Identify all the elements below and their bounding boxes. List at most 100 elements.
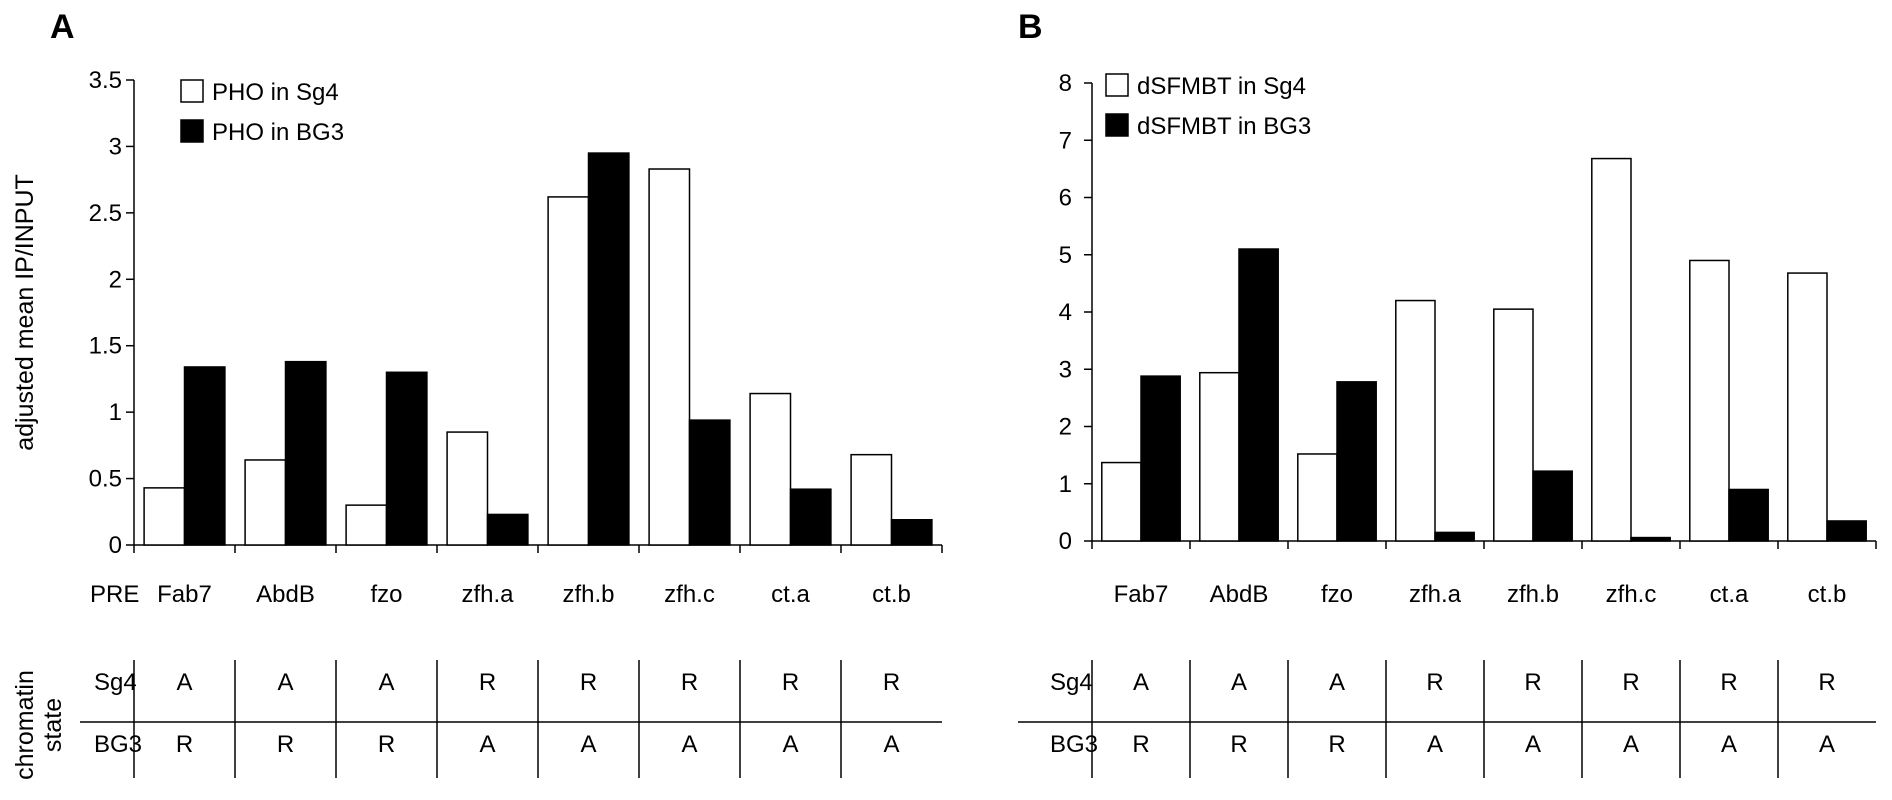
y-tick-label: 8 <box>1059 70 1072 97</box>
bar-bg3-Fab7 <box>1140 375 1181 542</box>
category-label: ct.a <box>1710 581 1749 608</box>
category-label: zfh.c <box>664 581 715 608</box>
bar-bg3-AbdB <box>1238 248 1279 542</box>
chromatin-state-cell: R <box>277 731 294 758</box>
bar-bg3-AbdB <box>284 360 327 546</box>
legend-label: dSFMBT in Sg4 <box>1137 73 1306 100</box>
y-tick-label: 6 <box>1059 185 1072 212</box>
y-tick-label: 2.5 <box>89 200 122 227</box>
chromatin-state-cell: R <box>1230 731 1247 758</box>
y-tick-label: 1 <box>109 399 122 426</box>
chromatin-state-cell: A <box>1427 731 1443 758</box>
category-label: AbdB <box>256 581 315 608</box>
category-label: zfh.a <box>1409 581 1462 608</box>
chromatin-state-cell: R <box>782 669 799 696</box>
panel-letter-b: B <box>1018 8 1043 46</box>
chromatin-state-label: state <box>39 698 67 752</box>
y-tick-label: 5 <box>1059 242 1072 269</box>
chromatin-state-cell: R <box>883 669 900 696</box>
category-label: fzo <box>1321 581 1353 608</box>
category-label: Fab7 <box>1114 581 1169 608</box>
category-label: Fab7 <box>157 581 212 608</box>
x-axis-label: PRE <box>90 581 139 608</box>
chromatin-row-header: Sg4 <box>94 669 137 696</box>
chromatin-state-cell: R <box>580 669 597 696</box>
category-label: fzo <box>370 581 402 608</box>
y-tick-label: 0 <box>1059 528 1072 555</box>
chromatin-state-cell: R <box>1426 669 1443 696</box>
category-label: zfh.b <box>562 581 614 608</box>
y-tick-label: 3.5 <box>89 67 122 94</box>
chromatin-state-cell: A <box>1231 669 1247 696</box>
bar-bg3-Fab7 <box>183 366 226 546</box>
bar-bg3-ct.a <box>789 488 832 546</box>
bar-sg4-ct.a <box>749 392 792 546</box>
bar-sg4-zfh.a <box>446 431 489 546</box>
bar-sg4-fzo <box>345 504 388 546</box>
chromatin-state-cell: A <box>1721 731 1737 758</box>
bar-sg4-zfh.a <box>1395 299 1436 542</box>
y-tick-label: 7 <box>1059 127 1072 154</box>
category-label: zfh.b <box>1507 581 1559 608</box>
bar-sg4-zfh.c <box>1591 157 1632 542</box>
category-label: AbdB <box>1210 581 1269 608</box>
bar-bg3-fzo <box>1336 381 1377 542</box>
legend-swatch <box>180 119 204 143</box>
chromatin-state-cell: R <box>1328 731 1345 758</box>
chromatin-state-label: chromatin <box>11 670 39 780</box>
bar-sg4-zfh.b <box>1493 308 1534 542</box>
bar-bg3-fzo <box>385 371 428 546</box>
chromatin-state-cell: A <box>176 669 192 696</box>
chromatin-state-cell: A <box>479 731 495 758</box>
chromatin-state-cell: A <box>1623 731 1639 758</box>
bar-sg4-fzo <box>1297 453 1338 542</box>
category-label: ct.b <box>872 581 911 608</box>
bar-bg3-zfh.c <box>1630 536 1671 542</box>
y-tick-label: 3 <box>109 133 122 160</box>
bar-bg3-zfh.a <box>1434 531 1475 542</box>
chromatin-state-cell: A <box>681 731 697 758</box>
legend-swatch <box>1105 73 1129 97</box>
legend-label: dSFMBT in BG3 <box>1137 113 1311 140</box>
bar-bg3-zfh.c <box>688 419 731 546</box>
bar-sg4-zfh.c <box>648 168 691 546</box>
category-label: zfh.c <box>1606 581 1657 608</box>
chromatin-state-cell: A <box>378 669 394 696</box>
y-tick-label: 0 <box>109 532 122 559</box>
chart-panel-a: 0 0.5 1 1.5 2 2.5 3 3.5 Fab7 AbdB fzo zfh.a zfh.b zfh… <box>11 67 943 780</box>
bar-bg3-zfh.b <box>587 152 630 546</box>
chromatin-state-cell: R <box>681 669 698 696</box>
bar-sg4-Fab7 <box>143 487 186 546</box>
chromatin-state-cell: R <box>176 731 193 758</box>
bar-bg3-ct.a <box>1728 488 1769 542</box>
legend-label: PHO in BG3 <box>212 119 344 146</box>
chromatin-state-cell: R <box>1818 669 1835 696</box>
chromatin-state-cell: A <box>782 731 798 758</box>
y-tick-label: 3 <box>1059 356 1072 383</box>
bar-bg3-zfh.b <box>1532 470 1573 542</box>
y-tick-label: 0.5 <box>89 466 122 493</box>
legend-swatch <box>180 79 204 103</box>
chromatin-state-cell: A <box>277 669 293 696</box>
bar-sg4-ct.a <box>1689 259 1730 542</box>
chromatin-state-cell: A <box>1329 669 1345 696</box>
chromatin-state-cell: A <box>1133 669 1149 696</box>
legend-label: PHO in Sg4 <box>212 79 339 106</box>
bar-sg4-AbdB <box>244 459 287 546</box>
bar-bg3-zfh.a <box>486 513 529 546</box>
chromatin-row-header: BG3 <box>94 731 142 758</box>
y-tick-label: 4 <box>1059 299 1072 326</box>
chromatin-row-header: Sg4 <box>1050 669 1093 696</box>
y-tick-label: 1.5 <box>89 333 122 360</box>
bar-sg4-ct.b <box>1787 272 1828 542</box>
legend-swatch <box>1105 113 1129 137</box>
panel-letter-a: A <box>50 8 75 46</box>
chromatin-state-cell: R <box>479 669 496 696</box>
y-tick-label: 2 <box>109 266 122 293</box>
bar-sg4-zfh.b <box>547 196 590 546</box>
chromatin-state-cell: R <box>1622 669 1639 696</box>
y-tick-label: 1 <box>1059 471 1072 498</box>
chromatin-state-cell: R <box>1132 731 1149 758</box>
bar-sg4-AbdB <box>1199 371 1240 542</box>
